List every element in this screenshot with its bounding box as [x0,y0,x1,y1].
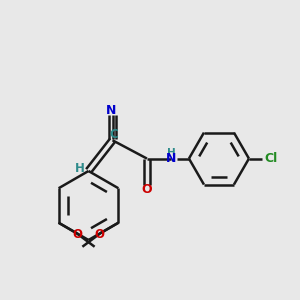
Text: O: O [142,183,152,196]
Text: O: O [94,228,104,241]
Text: N: N [166,152,176,165]
Text: H: H [75,161,85,175]
Text: O: O [73,228,82,241]
Text: N: N [106,104,116,117]
Text: C: C [110,128,118,141]
Text: H: H [167,148,175,158]
Text: Cl: Cl [265,152,278,165]
